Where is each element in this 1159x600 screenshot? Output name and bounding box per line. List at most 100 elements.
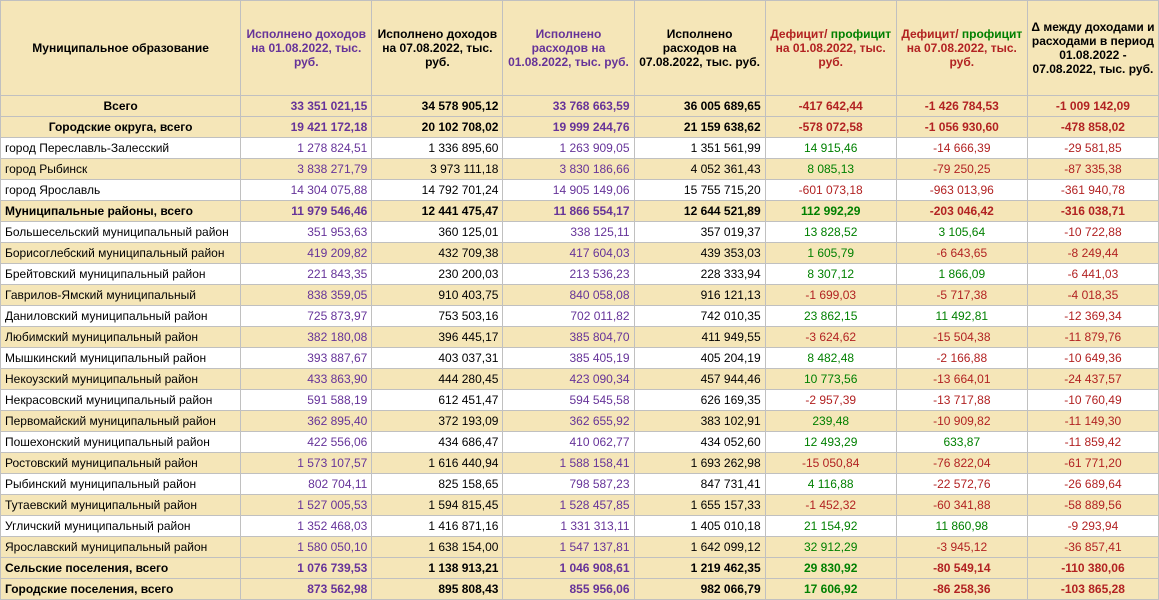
cell-delta: -9 293,94 [1027, 516, 1158, 537]
col-deficit-07: Дефицит/ профицит на 07.08.2022, тыс. ру… [896, 1, 1027, 96]
cell-deficit-07: 11 860,98 [896, 516, 1027, 537]
cell-deficit-01: 8 307,12 [765, 264, 896, 285]
cell-expense-07: 457 944,46 [634, 369, 765, 390]
cell-expense-01: 19 999 244,76 [503, 117, 634, 138]
cell-deficit-07: 11 492,81 [896, 306, 1027, 327]
cell-income-07: 825 158,65 [372, 474, 503, 495]
cell-label: Первомайский муниципальный район [1, 411, 241, 432]
cell-deficit-07: -80 549,14 [896, 558, 1027, 579]
cell-expense-07: 1 693 262,98 [634, 453, 765, 474]
cell-income-01: 433 863,90 [241, 369, 372, 390]
cell-expense-07: 12 644 521,89 [634, 201, 765, 222]
cell-expense-07: 36 005 689,65 [634, 96, 765, 117]
cell-expense-07: 1 405 010,18 [634, 516, 765, 537]
cell-expense-01: 362 655,92 [503, 411, 634, 432]
cell-deficit-07: -76 822,04 [896, 453, 1027, 474]
table-row: город Рыбинск3 838 271,793 973 111,183 8… [1, 159, 1159, 180]
cell-income-07: 434 686,47 [372, 432, 503, 453]
cell-expense-01: 423 090,34 [503, 369, 634, 390]
cell-deficit-01: 8 482,48 [765, 348, 896, 369]
table-row: Городские округа, всего19 421 172,1820 1… [1, 117, 1159, 138]
cell-expense-07: 434 052,60 [634, 432, 765, 453]
cell-delta: -12 369,34 [1027, 306, 1158, 327]
table-row: Некоузский муниципальный район433 863,90… [1, 369, 1159, 390]
cell-income-07: 34 578 905,12 [372, 96, 503, 117]
cell-expense-07: 439 353,03 [634, 243, 765, 264]
cell-label: Всего [1, 96, 241, 117]
cell-deficit-01: 1 605,79 [765, 243, 896, 264]
cell-label: Сельские поселения, всего [1, 558, 241, 579]
cell-deficit-01: 23 862,15 [765, 306, 896, 327]
cell-deficit-07: -6 643,65 [896, 243, 1027, 264]
cell-income-01: 1 580 050,10 [241, 537, 372, 558]
cell-deficit-07: -10 909,82 [896, 411, 1027, 432]
cell-expense-01: 855 956,06 [503, 579, 634, 600]
cell-label: город Рыбинск [1, 159, 241, 180]
cell-label: Даниловский муниципальный район [1, 306, 241, 327]
cell-income-07: 3 973 111,18 [372, 159, 503, 180]
table-row: Борисоглебский муниципальный район419 20… [1, 243, 1159, 264]
cell-expense-07: 1 219 462,35 [634, 558, 765, 579]
header-row: Муниципальное образование Исполнено дохо… [1, 1, 1159, 96]
table-row: Пошехонский муниципальный район422 556,0… [1, 432, 1159, 453]
cell-delta: -6 441,03 [1027, 264, 1158, 285]
cell-deficit-01: 4 116,88 [765, 474, 896, 495]
table-row: Тутаевский муниципальный район1 527 005,… [1, 495, 1159, 516]
table-row: Ростовский муниципальный район1 573 107,… [1, 453, 1159, 474]
cell-deficit-07: -2 166,88 [896, 348, 1027, 369]
cell-income-01: 393 887,67 [241, 348, 372, 369]
cell-label: Гаврилов-Ямский муниципальный [1, 285, 241, 306]
cell-delta: -26 689,64 [1027, 474, 1158, 495]
cell-expense-01: 213 536,23 [503, 264, 634, 285]
cell-expense-07: 626 169,35 [634, 390, 765, 411]
cell-deficit-07: -22 572,76 [896, 474, 1027, 495]
cell-expense-07: 1 655 157,33 [634, 495, 765, 516]
cell-deficit-01: 32 912,29 [765, 537, 896, 558]
cell-income-01: 725 873,97 [241, 306, 372, 327]
cell-income-07: 403 037,31 [372, 348, 503, 369]
col-income-01: Исполнено доходов на 01.08.2022, тыс. ру… [241, 1, 372, 96]
cell-expense-01: 840 058,08 [503, 285, 634, 306]
cell-deficit-07: -13 664,01 [896, 369, 1027, 390]
cell-expense-01: 594 545,58 [503, 390, 634, 411]
cell-deficit-01: 8 085,13 [765, 159, 896, 180]
cell-delta: -11 879,76 [1027, 327, 1158, 348]
cell-income-01: 873 562,98 [241, 579, 372, 600]
cell-expense-01: 1 547 137,81 [503, 537, 634, 558]
cell-income-07: 753 503,16 [372, 306, 503, 327]
cell-income-01: 11 979 546,46 [241, 201, 372, 222]
cell-label: Рыбинский муниципальный район [1, 474, 241, 495]
cell-delta: -4 018,35 [1027, 285, 1158, 306]
cell-expense-01: 1 331 313,11 [503, 516, 634, 537]
cell-income-07: 612 451,47 [372, 390, 503, 411]
cell-expense-07: 21 159 638,62 [634, 117, 765, 138]
table-row: Даниловский муниципальный район725 873,9… [1, 306, 1159, 327]
cell-income-01: 802 704,11 [241, 474, 372, 495]
cell-deficit-07: -13 717,88 [896, 390, 1027, 411]
cell-delta: -1 009 142,09 [1027, 96, 1158, 117]
cell-expense-07: 405 204,19 [634, 348, 765, 369]
cell-deficit-07: -15 504,38 [896, 327, 1027, 348]
cell-label: Муниципальные районы, всего [1, 201, 241, 222]
cell-expense-07: 916 121,13 [634, 285, 765, 306]
cell-label: Городские поселения, всего [1, 579, 241, 600]
cell-deficit-07: -60 341,88 [896, 495, 1027, 516]
cell-expense-07: 15 755 715,20 [634, 180, 765, 201]
table-row: Первомайский муниципальный район362 895,… [1, 411, 1159, 432]
cell-deficit-01: 239,48 [765, 411, 896, 432]
cell-delta: -61 771,20 [1027, 453, 1158, 474]
cell-deficit-07: -3 945,12 [896, 537, 1027, 558]
cell-expense-07: 411 949,55 [634, 327, 765, 348]
cell-expense-01: 1 263 909,05 [503, 138, 634, 159]
cell-deficit-01: 29 830,92 [765, 558, 896, 579]
cell-deficit-01: -601 073,18 [765, 180, 896, 201]
table-row: Большесельский муниципальный район351 95… [1, 222, 1159, 243]
cell-expense-01: 11 866 554,17 [503, 201, 634, 222]
cell-income-07: 12 441 475,47 [372, 201, 503, 222]
cell-delta: -36 857,41 [1027, 537, 1158, 558]
cell-income-07: 1 616 440,94 [372, 453, 503, 474]
cell-deficit-01: -15 050,84 [765, 453, 896, 474]
col-delta: Δ между доходами и расходами в период 01… [1027, 1, 1158, 96]
cell-income-07: 432 709,38 [372, 243, 503, 264]
cell-expense-01: 33 768 663,59 [503, 96, 634, 117]
